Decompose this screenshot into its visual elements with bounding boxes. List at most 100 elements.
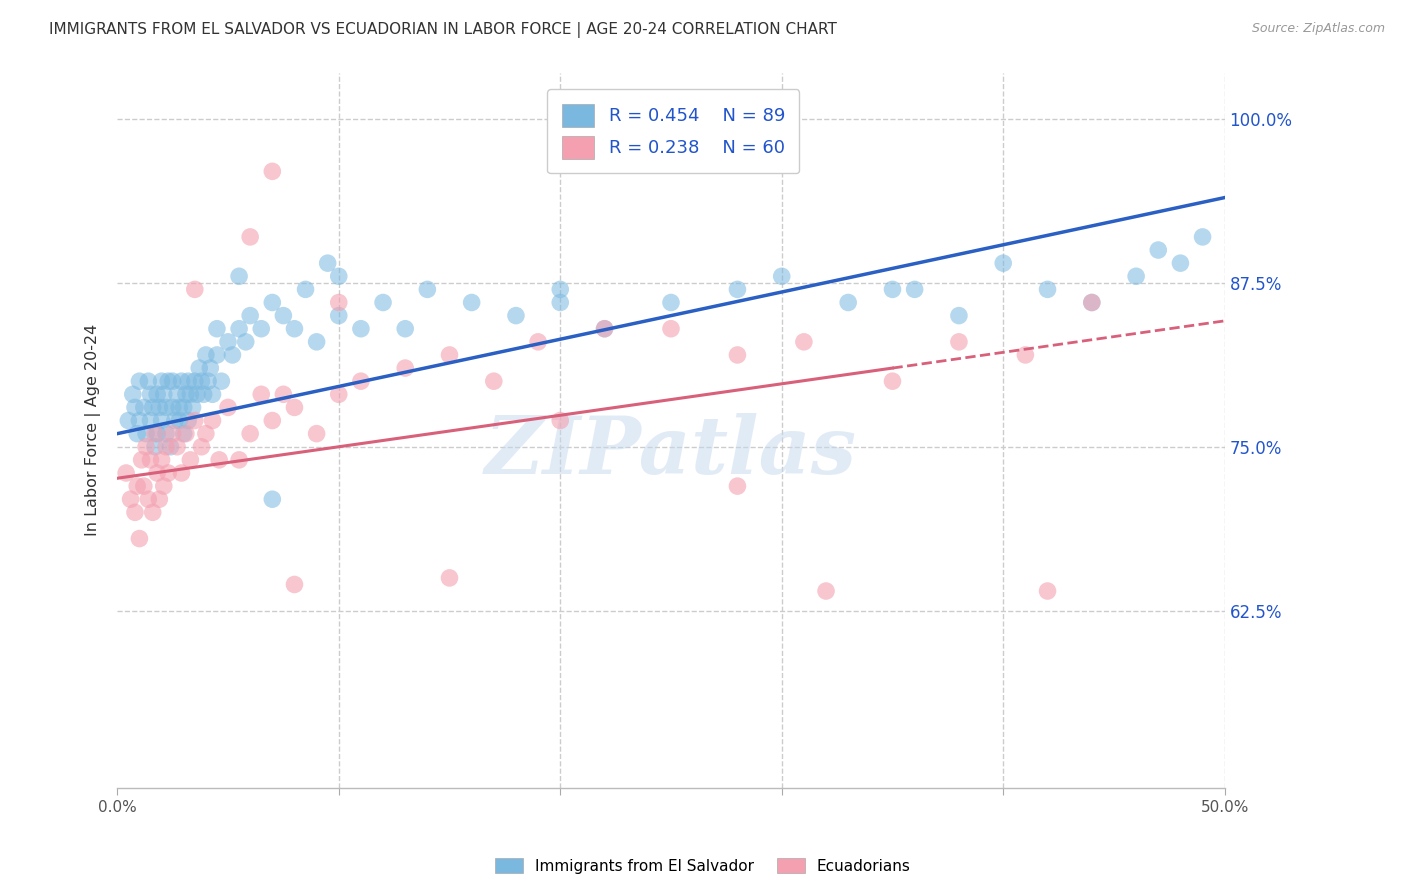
- Point: [177, 374, 200, 388]
- Point: [305, 426, 328, 441]
- Point: [155, 426, 177, 441]
- Point: [882, 282, 904, 296]
- Point: [174, 426, 197, 441]
- Point: [328, 269, 350, 284]
- Point: [328, 387, 350, 401]
- Point: [273, 387, 295, 401]
- Point: [170, 374, 193, 388]
- Point: [316, 256, 339, 270]
- Point: [904, 282, 927, 296]
- Point: [135, 426, 157, 441]
- Point: [228, 269, 250, 284]
- Point: [127, 479, 149, 493]
- Point: [250, 322, 273, 336]
- Point: [179, 453, 201, 467]
- Point: [1147, 243, 1170, 257]
- Point: [128, 374, 150, 388]
- Point: [179, 387, 201, 401]
- Point: [205, 348, 228, 362]
- Point: [201, 387, 224, 401]
- Point: [993, 256, 1015, 270]
- Point: [217, 401, 239, 415]
- Point: [725, 151, 748, 165]
- Point: [294, 282, 316, 296]
- Point: [136, 492, 159, 507]
- Point: [283, 401, 305, 415]
- Point: [146, 426, 169, 441]
- Point: [193, 387, 215, 401]
- Point: [548, 295, 571, 310]
- Point: [250, 387, 273, 401]
- Point: [205, 322, 228, 336]
- Point: [200, 361, 222, 376]
- Point: [221, 348, 243, 362]
- Point: [155, 401, 177, 415]
- Point: [328, 309, 350, 323]
- Point: [283, 577, 305, 591]
- Text: ZIPatlas: ZIPatlas: [485, 413, 858, 491]
- Point: [209, 374, 232, 388]
- Point: [127, 426, 149, 441]
- Point: [1170, 256, 1192, 270]
- Point: [394, 322, 416, 336]
- Point: [235, 334, 257, 349]
- Point: [283, 322, 305, 336]
- Point: [162, 374, 184, 388]
- Text: Source: ZipAtlas.com: Source: ZipAtlas.com: [1251, 22, 1385, 36]
- Point: [593, 322, 616, 336]
- Point: [262, 413, 284, 427]
- Point: [124, 401, 146, 415]
- Point: [162, 401, 184, 415]
- Point: [328, 295, 350, 310]
- Point: [181, 401, 204, 415]
- Point: [131, 453, 153, 467]
- Point: [166, 440, 188, 454]
- Point: [142, 505, 165, 519]
- Point: [170, 466, 193, 480]
- Point: [548, 413, 571, 427]
- Point: [1014, 348, 1036, 362]
- Point: [124, 505, 146, 519]
- Point: [371, 295, 394, 310]
- Point: [166, 387, 188, 401]
- Point: [159, 440, 181, 454]
- Point: [157, 374, 180, 388]
- Point: [142, 401, 165, 415]
- Point: [139, 413, 162, 427]
- Point: [394, 361, 416, 376]
- Point: [350, 374, 373, 388]
- Point: [150, 374, 173, 388]
- Point: [146, 387, 169, 401]
- Point: [505, 309, 527, 323]
- Point: [725, 282, 748, 296]
- Point: [548, 282, 571, 296]
- Point: [1036, 584, 1059, 599]
- Point: [770, 269, 793, 284]
- Point: [948, 334, 970, 349]
- Point: [132, 401, 155, 415]
- Point: [184, 374, 207, 388]
- Point: [163, 413, 186, 427]
- Point: [416, 282, 439, 296]
- Point: [184, 282, 207, 296]
- Point: [194, 426, 217, 441]
- Point: [350, 322, 373, 336]
- Point: [659, 295, 682, 310]
- Point: [882, 374, 904, 388]
- Point: [184, 413, 207, 427]
- Point: [150, 453, 173, 467]
- Point: [169, 401, 191, 415]
- Point: [262, 164, 284, 178]
- Point: [439, 571, 461, 585]
- Point: [460, 295, 482, 310]
- Point: [439, 348, 461, 362]
- Point: [121, 387, 143, 401]
- Point: [194, 348, 217, 362]
- Point: [1081, 295, 1104, 310]
- Point: [262, 492, 284, 507]
- Point: [190, 374, 212, 388]
- Point: [169, 413, 191, 427]
- Point: [162, 426, 184, 441]
- Point: [527, 334, 550, 349]
- Y-axis label: In Labor Force | Age 20-24: In Labor Force | Age 20-24: [86, 325, 101, 536]
